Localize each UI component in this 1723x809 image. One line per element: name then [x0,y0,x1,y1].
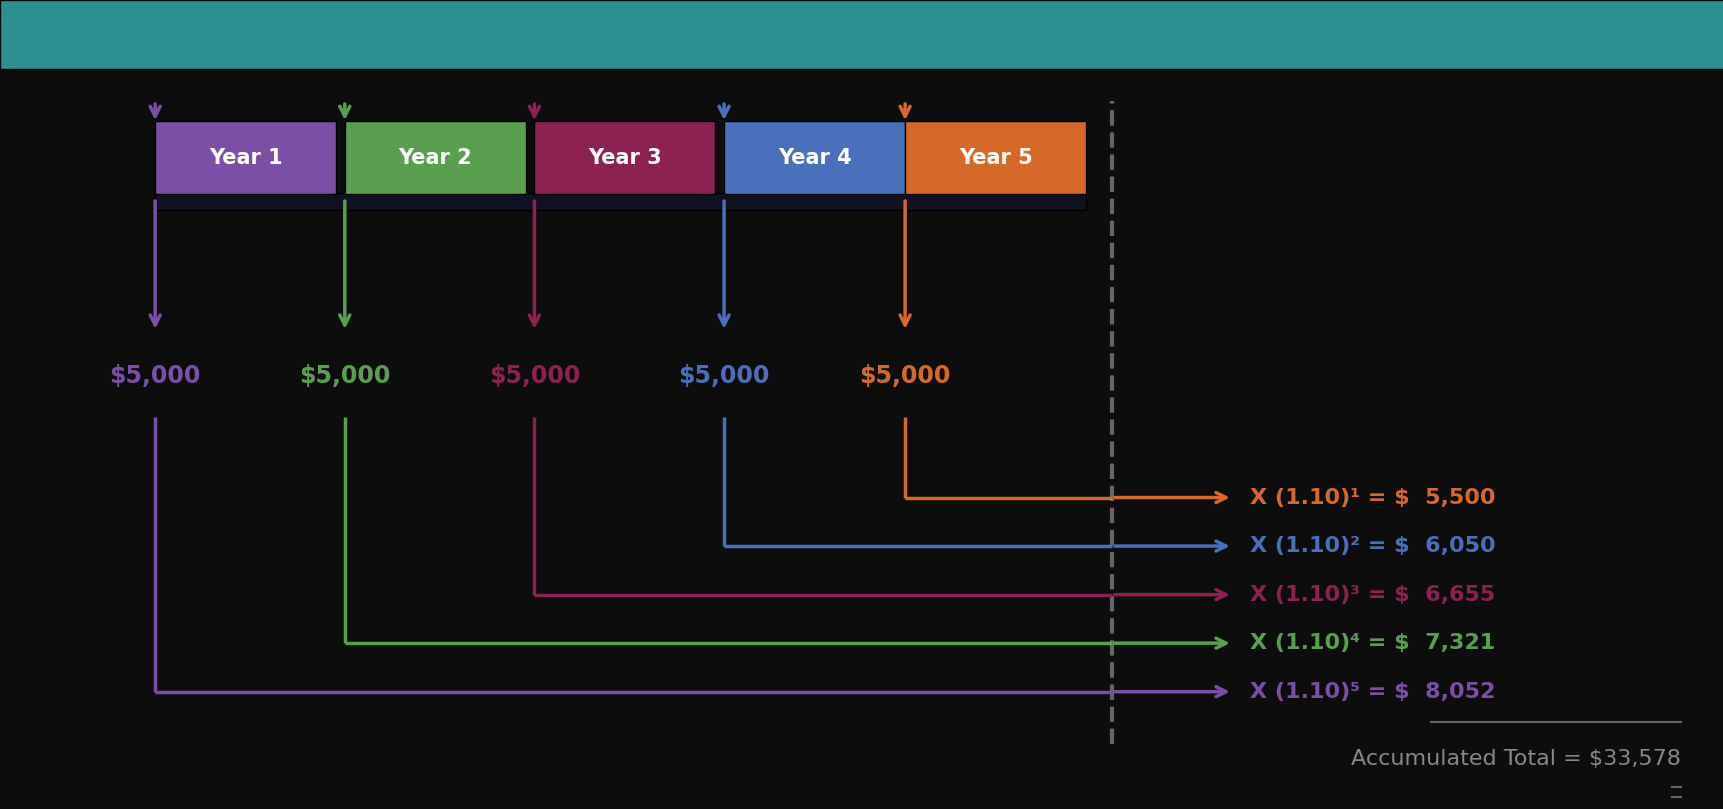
Text: $5,000: $5,000 [109,364,202,388]
FancyBboxPatch shape [534,121,715,194]
Text: Future Value of an Annuity Due: Future Value of an Annuity Due [567,18,1156,51]
FancyBboxPatch shape [155,121,336,194]
Text: Year 5: Year 5 [958,148,1032,167]
Text: X (1.10)⁴ = $  7,321: X (1.10)⁴ = $ 7,321 [1249,633,1494,653]
Text: X (1.10)³ = $  6,655: X (1.10)³ = $ 6,655 [1249,585,1494,604]
Text: X (1.10)⁵ = $  8,052: X (1.10)⁵ = $ 8,052 [1249,682,1494,701]
FancyBboxPatch shape [724,121,905,194]
Text: $5,000: $5,000 [488,364,581,388]
FancyBboxPatch shape [345,121,526,194]
Text: Year 4: Year 4 [777,148,851,167]
Text: X (1.10)² = $  6,050: X (1.10)² = $ 6,050 [1249,536,1494,556]
Text: Accumulated Total = $33,578: Accumulated Total = $33,578 [1351,749,1680,769]
FancyBboxPatch shape [155,193,1085,210]
Text: Year 3: Year 3 [588,148,662,167]
Text: $5,000: $5,000 [298,364,391,388]
Text: Year 2: Year 2 [398,148,472,167]
Text: Year 1: Year 1 [208,148,283,167]
FancyBboxPatch shape [0,0,1723,69]
FancyBboxPatch shape [905,121,1085,194]
Text: $5,000: $5,000 [858,364,951,388]
Text: X (1.10)¹ = $  5,500: X (1.10)¹ = $ 5,500 [1249,488,1494,507]
Text: $5,000: $5,000 [677,364,770,388]
